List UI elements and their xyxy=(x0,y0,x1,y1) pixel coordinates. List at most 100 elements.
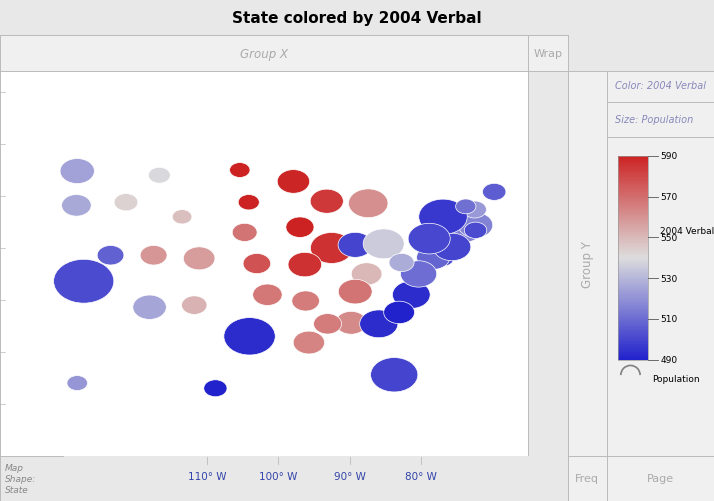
Bar xyxy=(618,215,648,216)
Bar xyxy=(618,199,648,200)
Bar xyxy=(618,273,648,274)
Circle shape xyxy=(232,224,257,242)
Bar xyxy=(618,211,648,212)
Circle shape xyxy=(293,332,325,354)
Text: 570: 570 xyxy=(660,193,678,202)
Bar xyxy=(618,244,648,245)
Bar xyxy=(618,313,648,314)
Bar xyxy=(618,245,648,246)
Bar xyxy=(618,232,648,233)
Bar xyxy=(618,256,648,257)
Bar xyxy=(618,343,648,344)
Bar xyxy=(618,195,648,196)
Bar xyxy=(618,157,648,158)
Bar xyxy=(618,270,648,271)
Bar xyxy=(618,330,648,331)
Bar xyxy=(618,259,648,260)
Text: 80° W: 80° W xyxy=(406,471,437,481)
Bar xyxy=(618,349,648,350)
Bar xyxy=(618,268,648,269)
Circle shape xyxy=(433,234,471,261)
Bar xyxy=(618,274,648,275)
Bar xyxy=(618,219,648,220)
Bar xyxy=(618,310,648,311)
Bar xyxy=(618,352,648,353)
Bar xyxy=(618,297,648,298)
Bar xyxy=(618,260,648,261)
Bar xyxy=(618,353,648,354)
Bar xyxy=(618,186,648,187)
Bar xyxy=(618,222,648,223)
Bar xyxy=(618,295,648,296)
Bar xyxy=(618,162,648,163)
Circle shape xyxy=(286,217,314,238)
Bar xyxy=(618,299,648,300)
Bar xyxy=(618,328,648,329)
Bar xyxy=(618,161,648,162)
Bar xyxy=(618,301,648,302)
Text: Group X: Group X xyxy=(240,48,288,61)
Bar xyxy=(618,240,648,241)
Circle shape xyxy=(277,170,310,194)
Bar xyxy=(618,348,648,349)
Bar xyxy=(618,282,648,283)
Bar xyxy=(618,193,648,194)
Bar xyxy=(618,207,648,208)
Circle shape xyxy=(203,380,227,397)
Bar xyxy=(618,285,648,286)
Circle shape xyxy=(348,189,388,218)
Bar xyxy=(618,218,648,219)
Bar xyxy=(618,160,648,161)
Bar xyxy=(618,344,648,345)
Text: Freq: Freq xyxy=(575,473,599,483)
Bar xyxy=(618,346,648,347)
Bar xyxy=(618,206,648,207)
Text: Color: 2004 Verbal: Color: 2004 Verbal xyxy=(615,81,706,91)
Bar xyxy=(618,267,648,268)
Circle shape xyxy=(54,260,114,304)
Bar xyxy=(618,223,648,225)
Bar xyxy=(618,252,648,253)
Text: Wrap: Wrap xyxy=(533,49,563,59)
Bar xyxy=(618,238,648,239)
Text: 550: 550 xyxy=(660,233,678,242)
Bar xyxy=(618,239,648,240)
Bar xyxy=(618,329,648,330)
Bar xyxy=(618,163,648,164)
Circle shape xyxy=(253,285,282,306)
Bar xyxy=(618,304,648,305)
Bar xyxy=(618,203,648,204)
Bar xyxy=(618,279,648,280)
Bar xyxy=(618,255,648,256)
Bar xyxy=(618,339,648,340)
Bar xyxy=(618,320,648,321)
Bar xyxy=(618,200,648,201)
Circle shape xyxy=(338,280,372,304)
Bar xyxy=(618,296,648,297)
Bar xyxy=(618,264,648,265)
Bar xyxy=(618,251,648,252)
Bar xyxy=(618,196,648,197)
Bar xyxy=(618,342,648,343)
Bar xyxy=(618,194,648,195)
Bar xyxy=(618,220,648,221)
Circle shape xyxy=(224,318,275,355)
Bar xyxy=(618,316,648,317)
Bar xyxy=(618,271,648,272)
Bar xyxy=(618,204,648,205)
Circle shape xyxy=(483,184,506,201)
Text: 590: 590 xyxy=(660,152,678,161)
Bar xyxy=(618,201,648,202)
Bar xyxy=(618,359,648,360)
Bar xyxy=(618,249,648,250)
Bar xyxy=(618,321,648,322)
Bar xyxy=(618,231,648,232)
Bar xyxy=(618,226,648,227)
Bar xyxy=(618,336,648,337)
Circle shape xyxy=(61,195,91,217)
Circle shape xyxy=(464,222,487,239)
Bar xyxy=(618,331,648,332)
Bar xyxy=(618,314,648,315)
Text: 100° W: 100° W xyxy=(259,471,298,481)
Bar xyxy=(618,212,648,213)
